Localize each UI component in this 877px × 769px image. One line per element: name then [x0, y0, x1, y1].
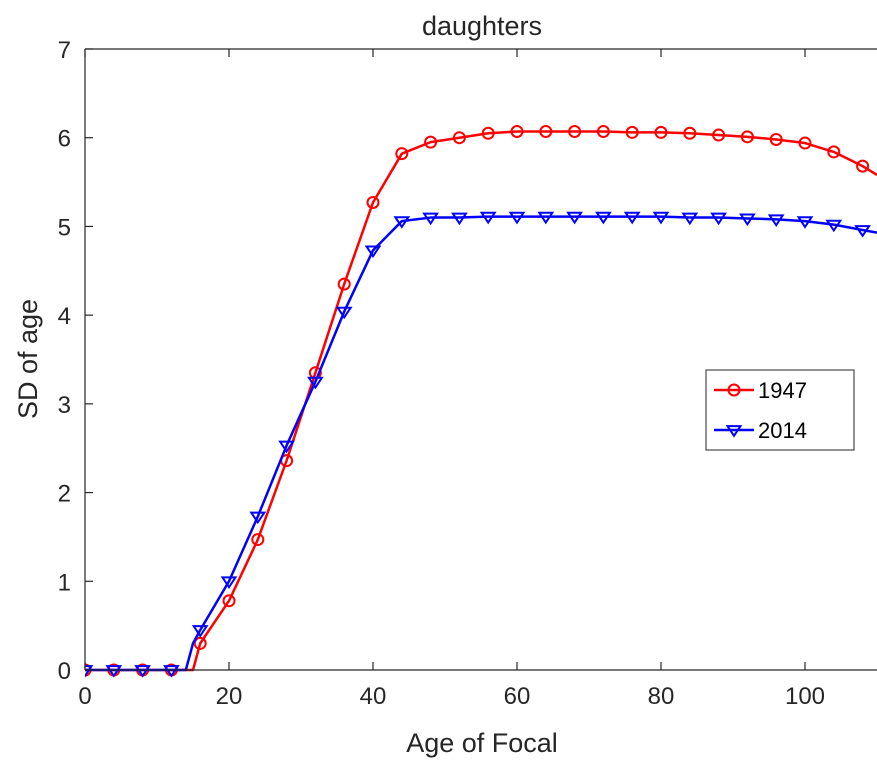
x-axis-title: Age of Focal: [406, 728, 558, 758]
chart-title: daughters: [422, 11, 542, 41]
x-tick-label: 20: [216, 683, 243, 710]
y-tick-label: 1: [58, 569, 71, 596]
y-tick-label: 5: [58, 214, 71, 241]
y-tick-label: 7: [58, 37, 71, 64]
y-tick-label: 0: [58, 658, 71, 685]
x-tick-label: 40: [360, 683, 387, 710]
legend: 1947 2014: [706, 370, 854, 450]
y-tick-label: 6: [58, 126, 71, 153]
y-tick-label: 3: [58, 392, 71, 419]
y-tick-label: 2: [58, 481, 71, 508]
legend-label: 2014: [758, 418, 807, 443]
x-tick-label: 100: [785, 683, 825, 710]
x-tick-label: 0: [78, 683, 91, 710]
legend-label: 1947: [758, 378, 807, 403]
axes-layer: [85, 49, 877, 670]
y-axis-title: SD of age: [13, 299, 43, 419]
x-tick-label: 80: [648, 683, 675, 710]
y-tick-label: 4: [58, 303, 71, 330]
x-tick-label: 60: [504, 683, 531, 710]
